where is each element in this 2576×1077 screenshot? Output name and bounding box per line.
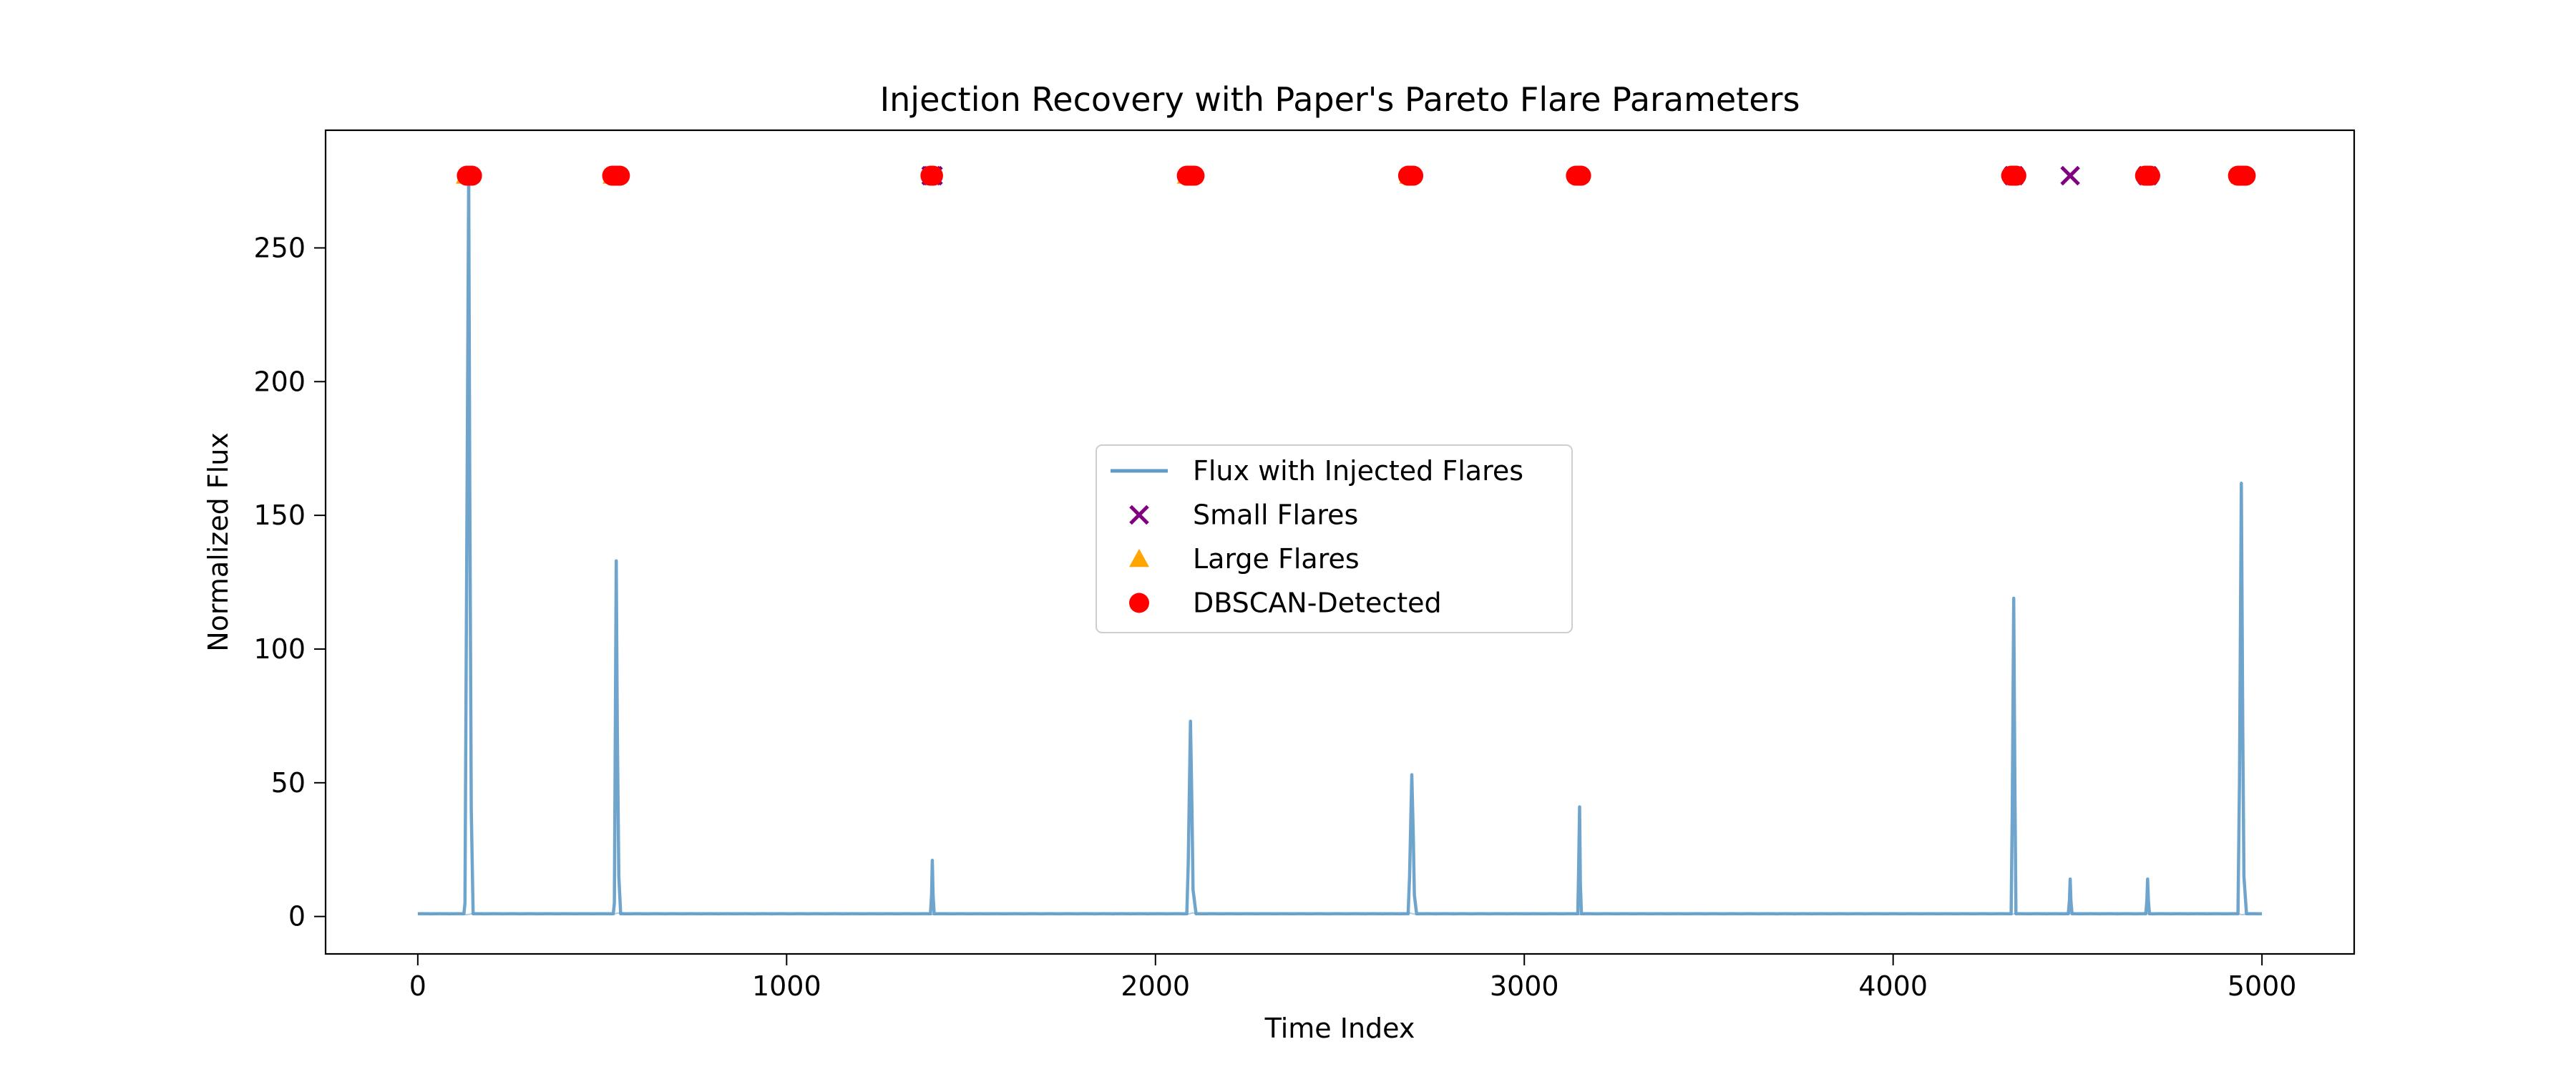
y-tick-label: 250: [253, 232, 306, 263]
detected-point: [922, 165, 943, 186]
chart-title: Injection Recovery with Paper's Pareto F…: [880, 80, 1800, 119]
detected-point: [1571, 165, 1591, 186]
y-axis-label: Normalized Flux: [203, 432, 234, 652]
legend-item: Small Flares: [1129, 499, 1358, 531]
y-tick-label: 0: [288, 901, 306, 932]
x-tick-label: 1000: [752, 970, 821, 1002]
series-dbscan-detected: [457, 165, 2256, 186]
detected-point: [462, 165, 482, 186]
detected-point: [2006, 165, 2026, 186]
legend-triangle-marker: [1129, 549, 1149, 567]
legend-item: Large Flares: [1129, 543, 1360, 575]
x-tick-label: 5000: [2228, 970, 2297, 1002]
x-axis-label: Time Index: [1264, 1013, 1415, 1044]
y-axis: 0 50 100 150 200 250: [253, 232, 326, 932]
flux-line: [417, 174, 2263, 916]
series-flux-with-injected-flares: [417, 174, 2263, 916]
legend-x-marker: [1129, 505, 1149, 525]
plot-frame: [324, 129, 2356, 955]
legend-box: [1096, 444, 1573, 633]
y-tick-label: 150: [253, 499, 306, 531]
y-tick-label: 100: [253, 633, 306, 665]
y-tick-label: 200: [253, 366, 306, 397]
x-tick-label: 4000: [1858, 970, 1928, 1002]
legend-label: Large Flares: [1193, 543, 1360, 575]
legend-circle-marker: [1129, 593, 1149, 613]
legend-label: Small Flares: [1193, 499, 1358, 531]
legend-label: DBSCAN-Detected: [1193, 588, 1442, 619]
legend: Flux with Injected Flares Small Flares Lar…: [1096, 444, 1573, 633]
y-tick-label: 50: [271, 767, 306, 799]
small-flare-point: [2060, 165, 2080, 186]
legend-item: DBSCAN-Detected: [1129, 588, 1442, 619]
detected-point: [2235, 165, 2256, 186]
x-tick-label: 0: [409, 970, 426, 1002]
plot-area: [417, 165, 2263, 916]
flux-noise: [417, 912, 2260, 916]
x-tick-label: 2000: [1121, 970, 1190, 1002]
detected-point: [1184, 165, 1205, 186]
x-axis: 0 1000 2000 3000 4000 5000: [409, 954, 2297, 1002]
detected-point: [610, 165, 630, 186]
legend-label: Flux with Injected Flares: [1193, 455, 1523, 487]
x-tick-label: 3000: [1490, 970, 1559, 1002]
legend-item: Flux with Injected Flares: [1111, 455, 1523, 487]
detected-point: [1403, 165, 1424, 186]
detected-point: [2140, 165, 2160, 186]
